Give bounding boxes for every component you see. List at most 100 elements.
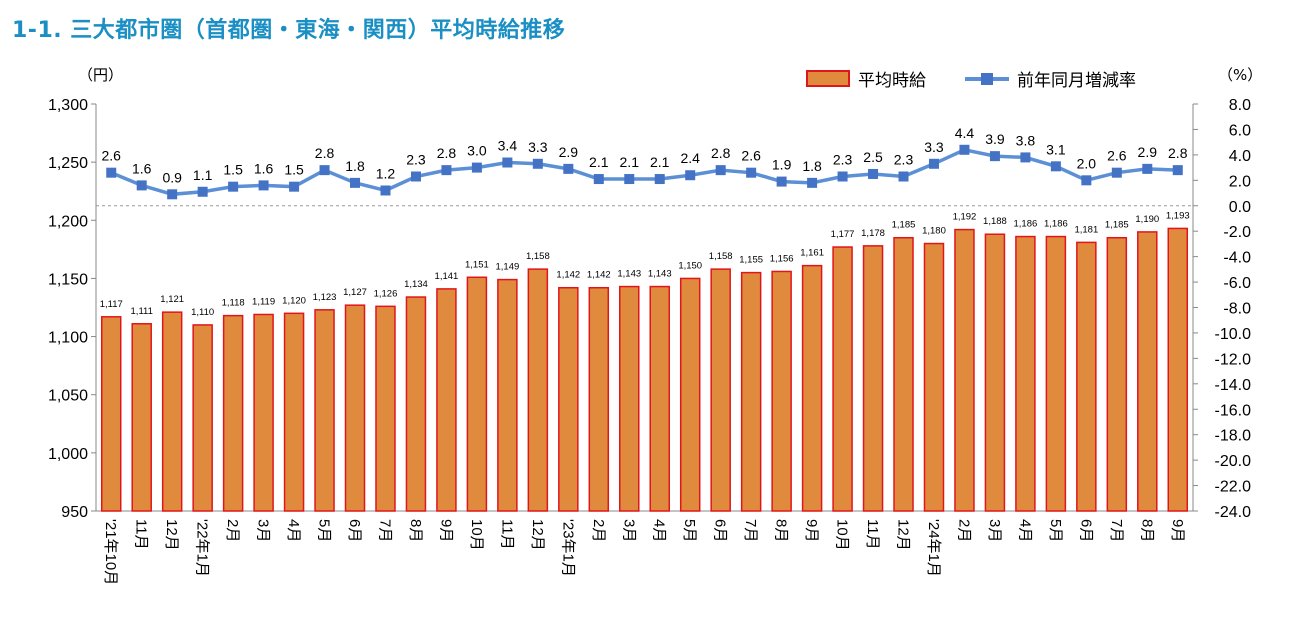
right-tick-label: -16.0 [1215, 402, 1252, 419]
right-tick-label: -12.0 [1215, 351, 1252, 368]
category-label: 4月 [285, 519, 302, 542]
rate-marker [654, 174, 665, 185]
wage-bar [466, 276, 488, 512]
right-tick-label: -14.0 [1215, 377, 1252, 394]
rate-label: 2.1 [589, 154, 609, 170]
category-label: 3月 [255, 519, 272, 542]
category-label: 2月 [590, 519, 607, 542]
wage-bar [375, 305, 396, 512]
category-label: 12月 [529, 519, 546, 551]
rate-marker [1050, 161, 1061, 172]
right-tick-label: -8.0 [1223, 301, 1251, 318]
category-label: 9月 [803, 519, 820, 542]
category-label: 11月 [864, 519, 881, 550]
wage-bar [801, 264, 823, 512]
wage-bar [192, 324, 213, 512]
rate-label: 2.1 [650, 154, 670, 170]
rate-marker [1142, 163, 1153, 174]
rate-marker [685, 170, 696, 181]
wage-bar [588, 286, 610, 512]
wage-bar-label: 1,190 [1135, 214, 1159, 225]
right-tick-label: 0.0 [1229, 199, 1251, 216]
category-label: 2月 [224, 519, 241, 542]
right-tick-label: -6.0 [1223, 275, 1251, 292]
category-label: 4月 [1016, 519, 1033, 542]
rate-marker [837, 171, 848, 182]
wage-bar-label: 1,161 [800, 248, 824, 259]
wage-bar [436, 288, 457, 512]
wage-bar-label: 1,193 [1166, 210, 1190, 221]
wage-bar-label: 1,117 [100, 299, 123, 310]
rate-label: 2.8 [437, 145, 457, 161]
category-label: 10月 [468, 519, 485, 551]
wage-bar-label: 1,120 [282, 295, 306, 306]
rate-marker [350, 177, 361, 188]
right-tick-label: -22.0 [1215, 479, 1252, 496]
left-tick-label: 950 [61, 504, 88, 521]
category-label: 5月 [681, 519, 698, 542]
left-tick-label: 1,150 [48, 271, 88, 288]
right-tick-label: -4.0 [1223, 250, 1251, 267]
rate-label: 2.4 [680, 150, 700, 166]
rate-label: 1.5 [284, 162, 304, 178]
rate-label: 3.1 [1046, 141, 1066, 157]
wage-bar-label: 1,186 [1044, 219, 1068, 230]
rate-label: 2.0 [1077, 155, 1097, 171]
wage-bar-label: 1,119 [252, 296, 275, 307]
wage-bar-label: 1,158 [709, 251, 733, 262]
rate-marker [502, 157, 513, 168]
category-label: 8月 [1138, 519, 1155, 542]
right-tick-label: -2.0 [1223, 224, 1251, 241]
wage-bar [100, 316, 122, 512]
category-label: 6月 [1077, 519, 1094, 542]
wage-bar [893, 236, 914, 512]
legend-bar-swatch [806, 70, 850, 87]
wage-bar-label: 1,121 [160, 294, 184, 305]
rate-label: 1.6 [132, 160, 152, 176]
rate-label: 2.6 [1107, 148, 1127, 164]
rate-marker [319, 165, 330, 176]
rate-label: 2.3 [894, 151, 914, 167]
right-axis-unit: （%） [1218, 66, 1263, 84]
rate-marker [228, 181, 239, 192]
rate-marker [380, 185, 391, 196]
rate-marker [624, 174, 635, 185]
category-label: 3月 [986, 519, 1003, 542]
category-label: '24年1月 [925, 519, 942, 577]
rate-label: 3.3 [924, 139, 944, 155]
category-label: 6月 [712, 519, 729, 542]
wage-bar-label: 1,141 [435, 271, 459, 282]
rate-marker [715, 165, 726, 176]
wage-bar-label: 1,186 [1014, 219, 1038, 230]
left-tick-label: 1,300 [48, 97, 88, 114]
category-label: 12月 [895, 519, 912, 551]
rate-marker [136, 180, 147, 191]
rate-marker [776, 176, 787, 187]
category-label: 5月 [1047, 519, 1064, 542]
category-label: '21年10月 [102, 519, 119, 585]
category-label: 10月 [834, 519, 851, 551]
rate-label: 1.8 [802, 158, 822, 174]
category-label: 2月 [955, 519, 972, 542]
rate-marker [746, 167, 757, 178]
wage-bar [283, 312, 305, 512]
wage-bar [1045, 235, 1067, 512]
rate-label: 1.5 [223, 162, 243, 178]
wage-bar [619, 285, 640, 512]
category-label: 8月 [773, 519, 790, 542]
wage-bar [497, 278, 518, 512]
wage-bar [679, 277, 701, 512]
wage-bar-label: 1,181 [1074, 224, 1098, 235]
rate-label: 2.8 [711, 145, 731, 161]
category-label: '22年1月 [194, 519, 211, 577]
rate-marker [807, 177, 818, 188]
page-title: 1-1. 三大都市圏（首都圏・東海・関西）平均時給推移 [12, 18, 566, 43]
rate-marker [410, 171, 421, 182]
category-label: 7月 [742, 519, 759, 542]
wage-bar [253, 313, 274, 512]
wage-bar [771, 270, 792, 512]
rate-label: 1.9 [772, 157, 792, 173]
legend-line-item: 前年同月増減率 [965, 66, 1136, 91]
right-tick-label: 8.0 [1229, 97, 1251, 114]
wage-bar-label: 1,158 [526, 251, 550, 262]
